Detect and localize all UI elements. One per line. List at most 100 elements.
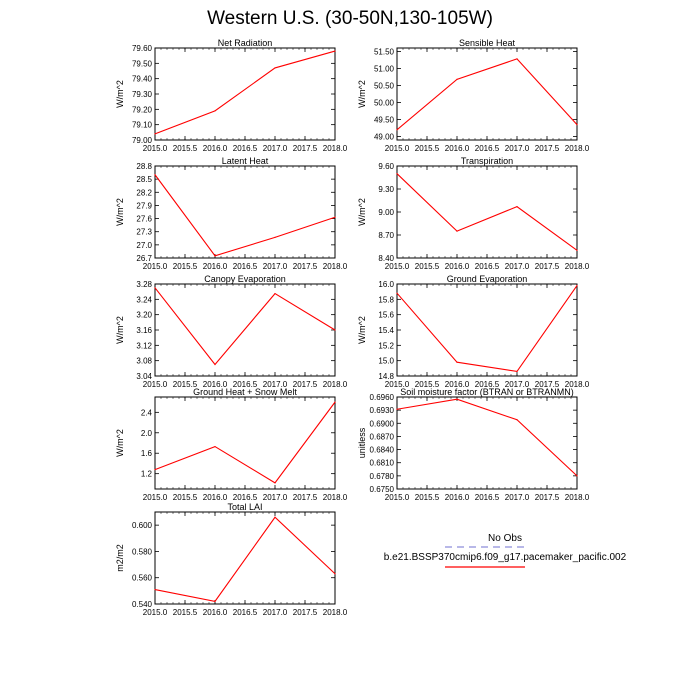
x-tick-label: 2017.5 [293, 493, 318, 502]
data-point [396, 173, 398, 175]
panel-4: Transpiration W/m^2 2015.0 2015.5 2016.0 2016… [357, 156, 590, 271]
y-tick-label: 3.16 [136, 326, 152, 335]
x-tick-label: 2016.5 [475, 493, 500, 502]
panel-title: Total LAI [227, 502, 262, 512]
data-point [154, 468, 156, 471]
x-tick-label: 2015.0 [385, 262, 410, 271]
y-tick-label: 2.0 [141, 429, 153, 438]
x-tick-label: 2016.0 [445, 262, 470, 271]
series-line [396, 398, 578, 477]
x-tick-label: 2015.5 [173, 262, 198, 271]
y-tick-label: 0.6900 [370, 419, 395, 428]
x-tick-label: 2017.5 [535, 493, 560, 502]
y-axis-label: W/m^2 [115, 198, 125, 226]
legend-run-label: b.e21.BSSP370cmip6.f09_g17.pacemaker_pac… [383, 552, 627, 563]
x-tick-label: 2016.0 [203, 144, 228, 153]
x-tick-label: 2015.5 [415, 380, 440, 389]
panel-5: Canopy Evaporation W/m^2 2015.0 2015.5 2016.… [115, 274, 348, 389]
data-point [334, 573, 336, 575]
y-tick-label: 0.600 [132, 521, 153, 530]
y-tick-label: 15.8 [378, 295, 394, 304]
y-tick-label: 79.10 [132, 121, 153, 130]
y-tick-label: 79.20 [132, 105, 153, 114]
x-tick-label: 2015.0 [385, 493, 410, 502]
y-tick-label: 9.60 [378, 162, 394, 171]
data-point [456, 398, 458, 400]
x-tick-label: 2016.5 [233, 262, 258, 271]
x-tick-label: 2016.5 [475, 262, 500, 271]
panel-title: Ground Heat + Snow Melt [193, 387, 297, 397]
x-tick-label: 2016.0 [445, 144, 470, 153]
x-tick-label: 2018.0 [565, 493, 590, 502]
x-tick-label: 2015.5 [415, 144, 440, 153]
data-point [274, 292, 276, 295]
data-point [214, 255, 216, 257]
x-tick-label: 2016.5 [233, 608, 258, 617]
plot-frame [154, 283, 336, 377]
data-point [396, 129, 398, 131]
data-point [516, 206, 518, 208]
y-axis-label: W/m^2 [115, 80, 125, 108]
y-tick-label: 15.6 [378, 311, 394, 320]
y-tick-label: 2.4 [141, 408, 153, 417]
panel-8: Soil moisture factor (BTRAN or BTRANMN) u… [357, 387, 590, 502]
y-axis-label: W/m^2 [115, 429, 125, 457]
panel-2: Sensible Heat W/m^2 2015.0 2015.5 2016.0 2016… [357, 38, 590, 153]
panel-3: Latent Heat W/m^2 2015.0 2015.5 2016.0 2016.5… [115, 156, 348, 271]
y-tick-label: 0.560 [132, 574, 153, 583]
y-tick-label: 0.540 [132, 600, 153, 609]
data-point [274, 482, 276, 484]
x-tick-label: 2017.0 [263, 144, 288, 153]
y-tick-label: 26.7 [136, 254, 152, 263]
x-tick-label: 2017.5 [535, 262, 560, 271]
panel-title: Canopy Evaporation [204, 274, 286, 284]
data-point [334, 216, 336, 218]
x-tick-label: 2016.0 [203, 608, 228, 617]
y-tick-label: 79.50 [132, 59, 153, 68]
x-tick-label: 2015.5 [173, 380, 198, 389]
y-tick-label: 27.0 [136, 241, 152, 250]
x-tick-label: 2015.5 [415, 493, 440, 502]
x-tick-label: 2017.0 [505, 262, 530, 271]
y-tick-label: 1.2 [141, 470, 153, 479]
series-line [396, 58, 578, 131]
series-line [154, 287, 336, 366]
y-tick-label: 3.20 [136, 311, 152, 320]
y-tick-label: 0.6930 [370, 406, 395, 415]
y-tick-label: 15.2 [378, 341, 394, 350]
x-tick-label: 2016.5 [233, 380, 258, 389]
series-line [154, 174, 336, 257]
y-axis-label: W/m^2 [357, 80, 367, 108]
panel-title: Ground Evaporation [447, 274, 528, 284]
x-tick-label: 2017.0 [505, 380, 530, 389]
y-tick-label: 0.6780 [370, 472, 395, 481]
plot-frame [154, 47, 336, 141]
x-tick-label: 2015.0 [385, 380, 410, 389]
y-tick-label: 79.00 [132, 136, 153, 145]
y-tick-label: 79.40 [132, 75, 153, 84]
x-tick-label: 2017.5 [535, 380, 560, 389]
panel-9: Total LAI m2/m2 2015.0 2015.5 2016.0 2016.5 20… [115, 502, 348, 617]
panel-title: Soil moisture factor (BTRAN or BTRANMN) [400, 387, 574, 397]
panel-7: Ground Heat + Snow Melt W/m^2 2015.0 2015.5… [115, 387, 348, 502]
series-line [154, 401, 336, 484]
y-tick-label: 9.00 [378, 208, 394, 217]
y-axis-label: W/m^2 [357, 316, 367, 344]
series-line [154, 50, 336, 135]
plot-frame [396, 396, 578, 490]
y-tick-label: 0.6960 [370, 393, 395, 402]
data-point [274, 516, 276, 518]
data-point [154, 133, 156, 135]
y-tick-label: 1.6 [141, 449, 153, 458]
data-point [214, 363, 216, 366]
data-point [456, 361, 458, 363]
series-line [396, 285, 578, 372]
x-tick-label: 2018.0 [565, 380, 590, 389]
x-tick-label: 2017.0 [263, 493, 288, 502]
x-tick-label: 2017.0 [263, 262, 288, 271]
y-tick-label: 27.6 [136, 215, 152, 224]
data-point [516, 370, 518, 372]
plot-frame [396, 283, 578, 377]
y-tick-label: 15.4 [378, 326, 394, 335]
x-tick-label: 2018.0 [565, 262, 590, 271]
